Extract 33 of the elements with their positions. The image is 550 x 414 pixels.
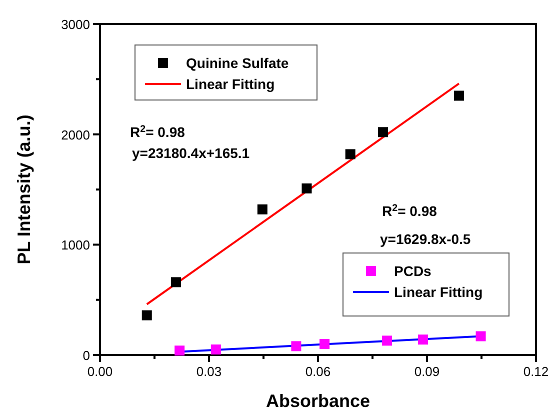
- point: [418, 334, 428, 345]
- x-tick-label: 0.06: [305, 364, 331, 379]
- x-tick-label: 0.03: [196, 364, 222, 379]
- x-tick-label: 0.12: [523, 364, 549, 379]
- x-tick-label: 0.09: [414, 364, 440, 379]
- point: [382, 336, 392, 346]
- legend-label: Linear Fitting: [186, 76, 275, 92]
- point: [476, 331, 486, 342]
- y-tick-label: 1000: [61, 238, 90, 253]
- point: [378, 127, 388, 138]
- annotation: R$^{2}$= 0.98: [382, 202, 438, 219]
- legend-label: Linear Fitting: [394, 284, 483, 300]
- y-axis-title: PL Intensity (a.u.): [14, 114, 34, 264]
- point: [142, 310, 152, 320]
- point: [170, 277, 181, 288]
- y-tick-label: 0: [82, 348, 90, 363]
- annotation: R$^{2}$= 0.98: [130, 124, 186, 140]
- x-axis-title: Absorbance: [266, 391, 370, 411]
- annotation: y=23180.4x+165.1: [132, 145, 250, 161]
- point: [257, 204, 268, 214]
- point: [210, 344, 221, 354]
- point: [320, 338, 330, 349]
- point: [291, 341, 302, 352]
- point: [454, 90, 464, 101]
- y-tick-label: 3000: [61, 17, 90, 32]
- point: [174, 346, 185, 356]
- point: [345, 149, 356, 160]
- legend-label: PCDs: [394, 263, 432, 279]
- point: [302, 183, 312, 194]
- x-tick-label: 0.00: [87, 364, 113, 379]
- legend-label: Quinine Sulfate: [186, 55, 289, 71]
- y-tick-label: 2000: [61, 127, 90, 142]
- annotation: y=1629.8x-0.5: [380, 231, 471, 247]
